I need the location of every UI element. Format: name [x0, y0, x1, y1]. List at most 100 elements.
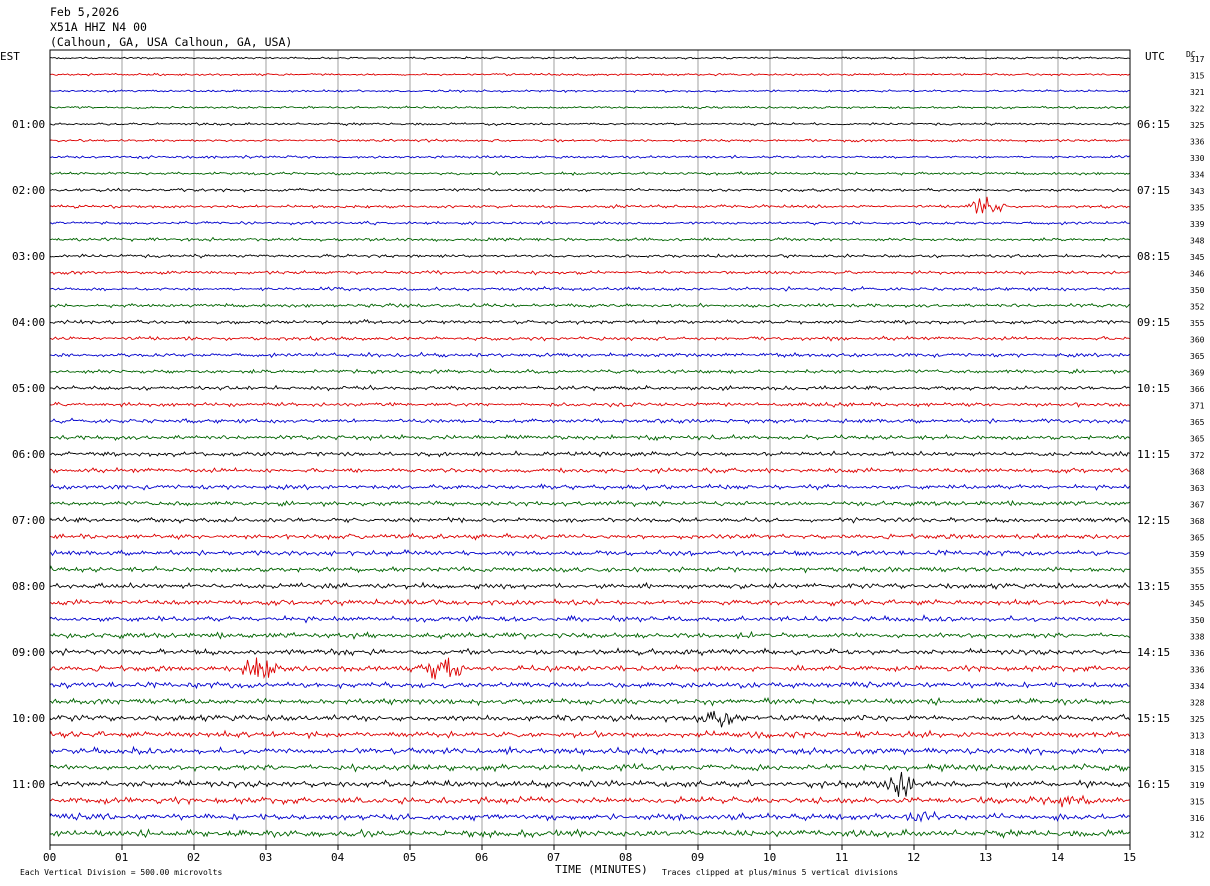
- dc-value-2: 321: [1190, 88, 1205, 97]
- est-label-9: 10:00: [12, 712, 45, 725]
- est-axis-label: EST: [0, 50, 20, 63]
- dc-value-0: 317: [1190, 55, 1205, 64]
- dc-value-6: 330: [1190, 154, 1205, 163]
- dc-value-15: 352: [1190, 303, 1205, 312]
- trace-10: [49, 220, 1130, 226]
- est-label-6: 07:00: [12, 514, 45, 527]
- est-label-0: 01:00: [12, 118, 45, 131]
- trace-16: [49, 318, 1130, 326]
- x-tick-label-3: 03: [259, 851, 272, 864]
- utc-label-5: 11:15: [1137, 448, 1170, 461]
- dc-value-17: 360: [1190, 336, 1205, 345]
- utc-label-8: 14:15: [1137, 646, 1170, 659]
- trace-1: [49, 72, 1130, 77]
- dc-value-7: 334: [1190, 171, 1205, 180]
- header-station: X51A HHZ N4 00: [50, 20, 147, 34]
- dc-value-21: 371: [1190, 402, 1205, 411]
- dc-value-41: 313: [1190, 732, 1205, 741]
- dc-value-35: 338: [1190, 633, 1205, 642]
- dc-value-24: 372: [1190, 451, 1205, 460]
- trace-8: [49, 187, 1130, 193]
- trace-6: [49, 154, 1130, 160]
- dc-value-14: 350: [1190, 286, 1205, 295]
- dc-value-16: 355: [1190, 319, 1205, 328]
- dc-value-20: 366: [1190, 385, 1205, 394]
- trace-19: [49, 368, 1130, 375]
- dc-value-28: 368: [1190, 517, 1205, 526]
- utc-label-3: 09:15: [1137, 316, 1170, 329]
- footer-clip: Traces clipped at plus/minus 5 vertical …: [662, 868, 898, 877]
- utc-label-2: 08:15: [1137, 250, 1170, 263]
- trace-31: [49, 565, 1130, 574]
- trace-11: [49, 236, 1130, 243]
- dc-value-39: 328: [1190, 699, 1205, 708]
- dc-value-29: 365: [1190, 534, 1205, 543]
- plot-frame: [49, 49, 1131, 846]
- dc-value-45: 315: [1190, 798, 1205, 807]
- header-location: (Calhoun, GA, USA Calhoun, GA, USA): [50, 35, 293, 49]
- dc-value-36: 336: [1190, 649, 1205, 658]
- dc-value-40: 325: [1190, 715, 1205, 724]
- dc-value-25: 368: [1190, 468, 1205, 477]
- x-tick-label-7: 07: [547, 851, 560, 864]
- x-tick-label-12: 12: [907, 851, 920, 864]
- dc-value-47: 312: [1190, 831, 1205, 840]
- dc-value-13: 346: [1190, 270, 1205, 279]
- trace-20: [50, 384, 1130, 392]
- est-label-3: 04:00: [12, 316, 45, 329]
- dc-value-26: 363: [1190, 484, 1205, 493]
- trace-45: [49, 794, 1130, 808]
- est-label-2: 03:00: [12, 250, 45, 263]
- x-tick-label-4: 04: [331, 851, 345, 864]
- trace-0: [49, 56, 1130, 60]
- trace-35: [49, 630, 1130, 641]
- trace-21: [49, 401, 1130, 408]
- header-date: Feb 5,2026: [50, 5, 120, 19]
- trace-13: [49, 269, 1130, 276]
- dc-value-18: 365: [1190, 352, 1205, 361]
- dc-value-5: 336: [1190, 138, 1205, 147]
- trace-37: [49, 657, 1130, 680]
- trace-43: [49, 762, 1130, 773]
- x-tick-label-1: 01: [115, 851, 128, 864]
- dc-value-34: 350: [1190, 616, 1205, 625]
- dc-value-31: 355: [1190, 567, 1205, 576]
- trace-24: [49, 450, 1130, 458]
- dc-value-4: 325: [1190, 121, 1205, 130]
- x-tick-label-9: 09: [691, 851, 704, 864]
- dc-value-46: 316: [1190, 814, 1205, 823]
- trace-17: [49, 335, 1130, 342]
- dc-value-37: 336: [1190, 666, 1205, 675]
- trace-9: [49, 196, 1130, 214]
- trace-44: [49, 771, 1130, 797]
- x-tick-label-14: 14: [1051, 851, 1065, 864]
- x-tick-label-15: 15: [1123, 851, 1136, 864]
- dc-value-33: 345: [1190, 600, 1205, 609]
- est-label-8: 09:00: [12, 646, 45, 659]
- trace-12: [49, 253, 1130, 259]
- dc-value-3: 322: [1190, 105, 1205, 114]
- dc-value-12: 345: [1190, 253, 1205, 262]
- dc-value-9: 335: [1190, 204, 1205, 213]
- axis-labels: 00 01 02 03 04 05 06 07 08 09 10 11 12 13 14 15 01:00 06:…: [12, 55, 1205, 864]
- trace-33: [49, 598, 1130, 607]
- trace-32: [49, 581, 1130, 591]
- utc-label-7: 13:15: [1137, 580, 1170, 593]
- est-label-5: 06:00: [12, 448, 45, 461]
- trace-26: [49, 483, 1130, 491]
- x-tick-label-10: 10: [763, 851, 776, 864]
- dc-value-1: 315: [1190, 72, 1205, 81]
- trace-28: [49, 516, 1130, 524]
- x-tick-label-6: 06: [475, 851, 488, 864]
- utc-label-1: 07:15: [1137, 184, 1170, 197]
- dc-value-44: 319: [1190, 781, 1205, 790]
- trace-29: [49, 532, 1130, 541]
- seismic-traces: [49, 56, 1130, 839]
- dc-value-22: 365: [1190, 418, 1205, 427]
- x-tick-label-13: 13: [979, 851, 992, 864]
- trace-36: [49, 647, 1130, 657]
- trace-2: [49, 89, 1130, 94]
- trace-47: [49, 828, 1130, 839]
- utc-label-9: 15:15: [1137, 712, 1170, 725]
